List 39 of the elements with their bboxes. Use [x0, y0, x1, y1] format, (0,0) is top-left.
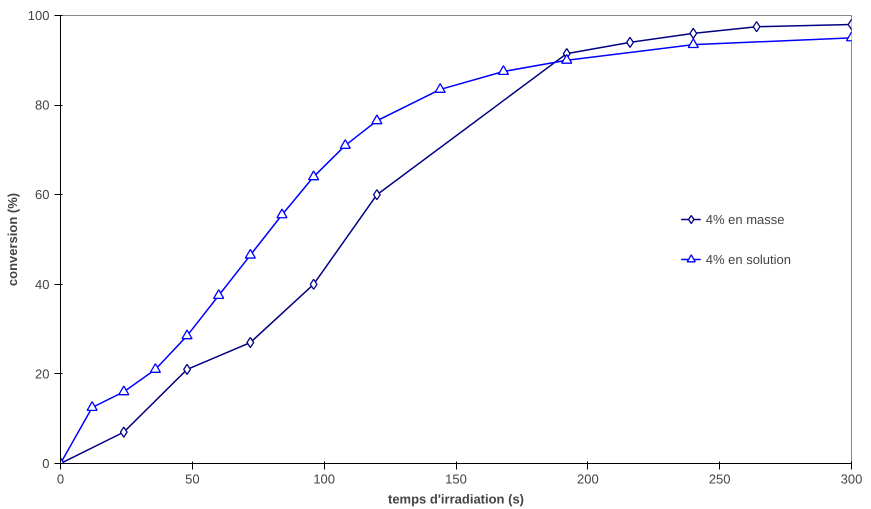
point: [120, 426, 128, 438]
point: [308, 170, 320, 180]
y-tick-label: 60: [35, 187, 50, 202]
x-tick-label: 50: [185, 472, 200, 486]
point: [150, 362, 162, 373]
point: [181, 329, 193, 340]
point: [434, 82, 446, 93]
x-tick-label: 150: [445, 472, 467, 486]
point: [246, 336, 254, 348]
point: [688, 38, 699, 48]
legend-label: 4% en solution: [706, 252, 791, 266]
point: [118, 385, 130, 396]
y-tick-label: 40: [35, 276, 50, 292]
x-tick-label: 200: [576, 472, 599, 486]
point: [626, 36, 634, 48]
point: [371, 114, 383, 124]
x-tick-label: 300: [840, 472, 862, 486]
point: [213, 289, 224, 300]
point: [372, 189, 381, 200]
point: [86, 401, 98, 412]
x-tick-label: 250: [708, 472, 731, 486]
y-tick-label: 100: [28, 8, 50, 23]
x-tick-label: 0: [56, 472, 64, 486]
x-tick-label: 100: [313, 472, 336, 486]
point: [183, 364, 192, 376]
point: [340, 138, 351, 149]
point: [561, 54, 572, 64]
y-axis-title: conversion (%): [4, 192, 20, 286]
legend-label: 4% en masse: [706, 212, 784, 226]
point: [498, 65, 510, 76]
point: [244, 248, 256, 259]
x-axis-title: temps d'irradiation (s): [388, 492, 524, 506]
point: [752, 21, 761, 32]
point: [276, 208, 288, 218]
y-tick-label: 20: [35, 366, 50, 382]
point: [689, 28, 698, 40]
y-tick-label: 0: [42, 456, 50, 471]
y-tick-label: 80: [35, 98, 50, 113]
point: [310, 278, 318, 290]
